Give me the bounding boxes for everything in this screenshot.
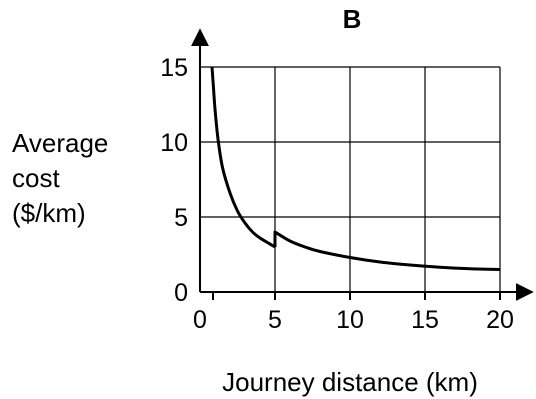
chart-title: B [343,4,362,34]
y-axis-label-line-1: Average [12,128,108,158]
x-tick-label-3: 15 [411,306,439,334]
y-tick-label-0: 0 [174,279,188,307]
x-tick-label-0: 0 [193,306,207,334]
ticks: 0 5 10 15 20 0 5 10 15 [160,54,514,334]
grid [200,66,501,292]
y-axis-label-line-2: cost [12,163,60,193]
y-axis-label-line-3: ($/km) [12,198,86,228]
y-tick-label-2: 10 [160,129,188,157]
cost-curve-segment-1 [210,66,276,249]
cost-curve-segment-2 [273,230,501,271]
curves [210,66,501,271]
y-tick-label-1: 5 [174,204,188,232]
x-tick-label-4: 20 [486,306,514,334]
x-tick-label-2: 10 [336,306,364,334]
axes [191,28,534,301]
x-axis-label: Journey distance (km) [222,367,478,397]
y-axis-label: Average cost ($/km) [12,128,108,228]
y-tick-label-3: 15 [160,54,188,82]
x-tick-label-1: 5 [268,306,282,334]
